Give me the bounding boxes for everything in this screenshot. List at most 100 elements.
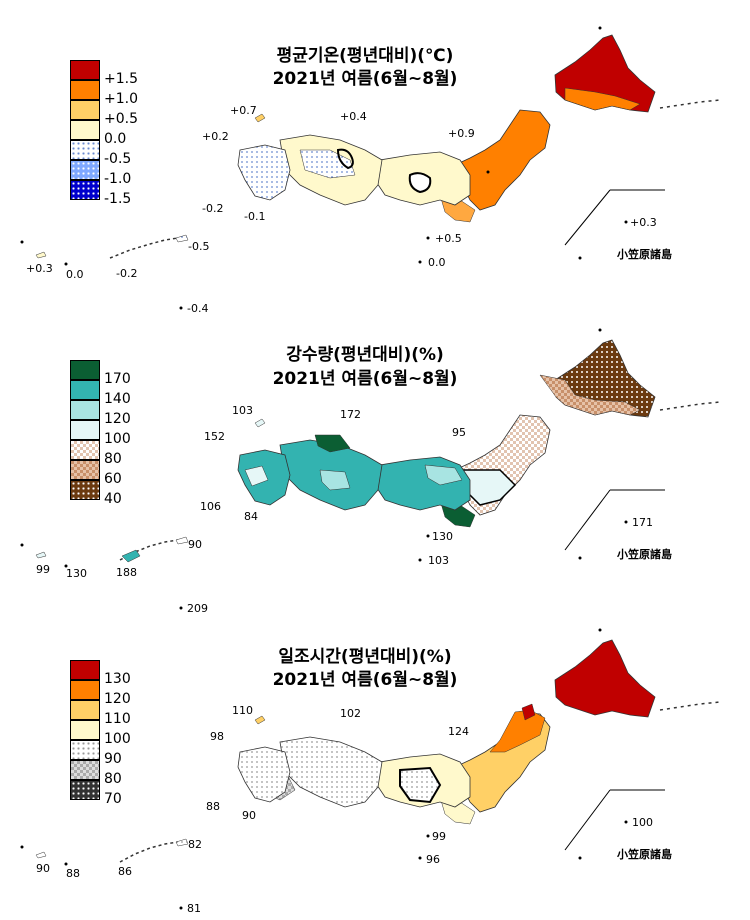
value-label: +0.5 <box>435 232 462 245</box>
value-label: 88 <box>66 867 80 880</box>
legend-swatch <box>70 400 100 420</box>
sunshine-map <box>20 628 721 910</box>
legend-swatch <box>70 420 100 440</box>
value-label: 82 <box>188 838 202 851</box>
value-label: +0.4 <box>340 110 367 123</box>
legend-swatch <box>70 780 100 800</box>
legend-label: +1.0 <box>104 91 138 107</box>
ogasawara-label: 小笠原諸島 <box>617 848 672 861</box>
value-label: 130 <box>66 567 87 580</box>
value-label: 110 <box>232 704 253 717</box>
legend-label: 120 <box>104 411 131 427</box>
temperature-panel: 평균기온(평년대비)(℃) 2021년 여름(6월~8월) +1.5 +1.0 … <box>0 0 750 315</box>
value-label: 209 <box>187 602 208 615</box>
value-label: 95 <box>452 426 466 439</box>
legend-swatch <box>70 480 100 500</box>
legend-label: 120 <box>104 691 131 707</box>
ogasawara-label: 小笠原諸島 <box>617 548 672 561</box>
value-label: +0.9 <box>448 127 475 140</box>
legend-label: 70 <box>104 791 122 807</box>
value-label: 171 <box>632 516 653 529</box>
legend-swatch <box>70 360 100 380</box>
value-label: -0.5 <box>188 240 210 253</box>
legend-swatch <box>70 740 100 760</box>
legend-label: 60 <box>104 471 122 487</box>
panel-subtitle: 2021년 여름(6월~8월) <box>272 69 458 89</box>
legend-label: +0.5 <box>104 111 138 127</box>
panel-title: 일조시간(평년대비)(%) <box>278 647 452 667</box>
temperature-map <box>20 26 721 310</box>
legend-swatch <box>70 700 100 720</box>
legend-swatch <box>70 180 100 200</box>
value-label: 0.0 <box>428 256 446 269</box>
precipitation-panel: 강수량(평년대비)(%) 2021년 여름(6월~8월) 170 140 120… <box>0 0 750 615</box>
value-label: +0.3 <box>630 216 657 229</box>
legend-swatch <box>70 160 100 180</box>
value-label: -0.1 <box>244 210 266 223</box>
value-label: +0.2 <box>202 130 229 143</box>
value-label: 103 <box>428 554 449 567</box>
legend-swatch <box>70 120 100 140</box>
legend-label: -0.5 <box>104 151 132 167</box>
legend-label: +1.5 <box>104 71 138 87</box>
legend-swatch <box>70 660 100 680</box>
value-label: 106 <box>200 500 221 513</box>
legend-swatch <box>70 60 100 80</box>
value-label: 81 <box>187 902 201 915</box>
value-label: +0.7 <box>230 104 257 117</box>
legend-label: 40 <box>104 491 122 507</box>
legend-label: 140 <box>104 391 131 407</box>
value-label: 90 <box>36 862 50 875</box>
legend-swatch <box>70 80 100 100</box>
legend-swatch <box>70 680 100 700</box>
legend-label: 0.0 <box>104 131 127 147</box>
value-label: 90 <box>188 538 202 551</box>
value-label: 96 <box>426 853 440 866</box>
value-label: 188 <box>116 566 137 579</box>
legend-label: 80 <box>104 771 122 787</box>
value-label: -0.2 <box>202 202 224 215</box>
legend-label: 80 <box>104 451 122 467</box>
value-label: 86 <box>118 865 132 878</box>
precipitation-map <box>20 328 721 610</box>
panel-subtitle: 2021년 여름(6월~8월) <box>272 369 458 389</box>
value-label: 90 <box>242 809 256 822</box>
legend-label: 90 <box>104 751 122 767</box>
value-label: 99 <box>36 563 50 576</box>
legend-swatch <box>70 720 100 740</box>
value-label: -0.2 <box>116 267 138 280</box>
legend-swatch <box>70 140 100 160</box>
value-label: +0.3 <box>26 262 53 275</box>
value-label: 124 <box>448 725 469 738</box>
panel-title: 강수량(평년대비)(%) <box>286 345 444 365</box>
panel-subtitle: 2021년 여름(6월~8월) <box>272 670 458 690</box>
legend-label: 100 <box>104 731 131 747</box>
legend-swatch <box>70 380 100 400</box>
value-label: 102 <box>340 707 361 720</box>
legend-label: -1.0 <box>104 171 132 187</box>
legend-label: 130 <box>104 671 131 687</box>
value-label: 100 <box>632 816 653 829</box>
value-label: 152 <box>204 430 225 443</box>
value-label: 103 <box>232 404 253 417</box>
legend-label: 110 <box>104 711 131 727</box>
legend-swatch <box>70 100 100 120</box>
legend-label: 170 <box>104 371 131 387</box>
panel-title: 평균기온(평년대비)(℃) <box>276 46 454 66</box>
value-label: 88 <box>206 800 220 813</box>
legend-label: -1.5 <box>104 191 132 207</box>
value-label: -0.4 <box>187 302 209 315</box>
value-label: 99 <box>432 830 446 843</box>
ogasawara-label: 小笠原諸島 <box>617 248 672 261</box>
legend-swatch <box>70 460 100 480</box>
value-label: 0.0 <box>66 268 84 281</box>
legend-swatch <box>70 440 100 460</box>
legend-label: 100 <box>104 431 131 447</box>
value-label: 84 <box>244 510 258 523</box>
value-label: 172 <box>340 408 361 421</box>
value-label: 98 <box>210 730 224 743</box>
value-label: 130 <box>432 530 453 543</box>
legend-swatch <box>70 760 100 780</box>
